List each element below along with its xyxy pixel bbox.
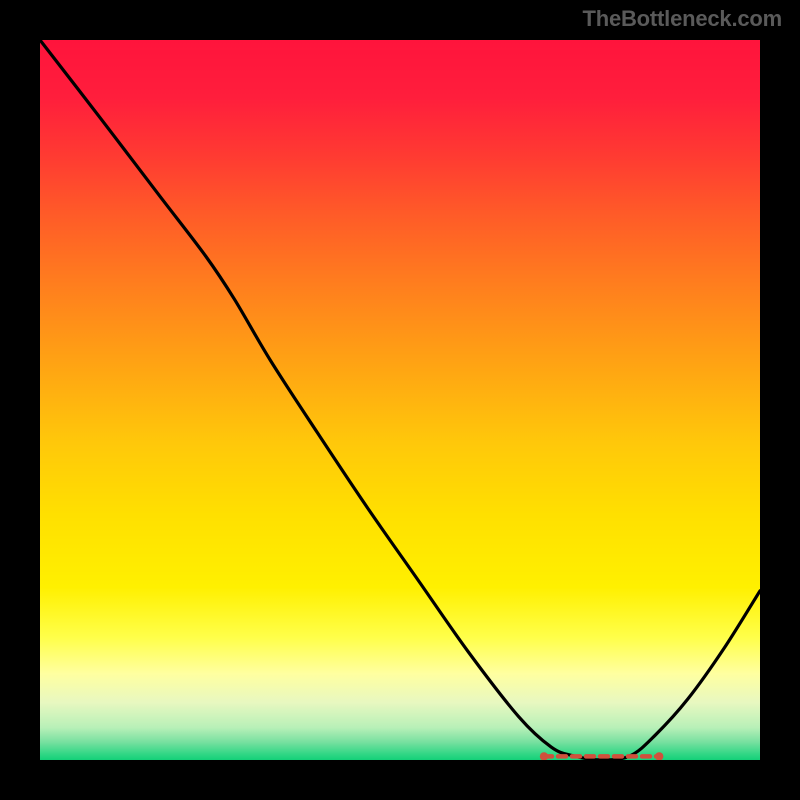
- bottleneck-curve: [40, 40, 760, 760]
- watermark-text: TheBottleneck.com: [582, 6, 782, 32]
- trough-marker-cap-left: [540, 752, 548, 760]
- trough-marker-cap-right: [655, 752, 663, 760]
- chart-curves: [40, 40, 760, 760]
- plot-area: [40, 40, 760, 760]
